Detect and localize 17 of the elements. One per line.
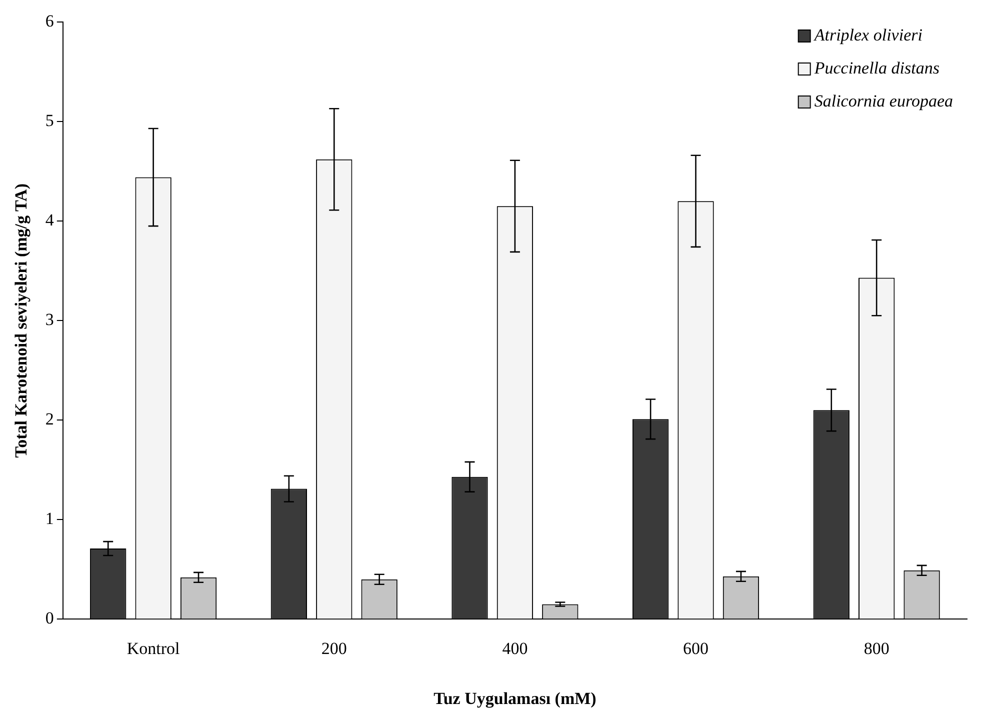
y-tick-label: 3 [45, 310, 54, 330]
x-tick-label: 400 [502, 638, 528, 658]
x-tick-label: 800 [864, 638, 890, 658]
legend-label: Atriplex olivieri [813, 25, 923, 44]
legend-label: Puccinella distans [813, 58, 940, 78]
legend-label: Salicornia europaea [814, 91, 953, 110]
y-tick-label: 6 [45, 11, 54, 30]
y-axis-title: Total Karotenoid seviyeleri (mg/g TA) [12, 184, 31, 458]
y-tick-label: 1 [45, 509, 54, 528]
y-tick-label: 5 [45, 111, 54, 130]
x-tick-label: Kontrol [126, 638, 180, 658]
x-tick-label: 200 [321, 638, 347, 658]
y-tick-label: 2 [45, 410, 54, 429]
x-axis-title: Tuz Uygulaması (mM) [434, 689, 596, 708]
y-tick-label: 4 [45, 210, 54, 230]
y-tick-label: 0 [45, 608, 54, 628]
x-tick-label: 600 [683, 638, 709, 658]
